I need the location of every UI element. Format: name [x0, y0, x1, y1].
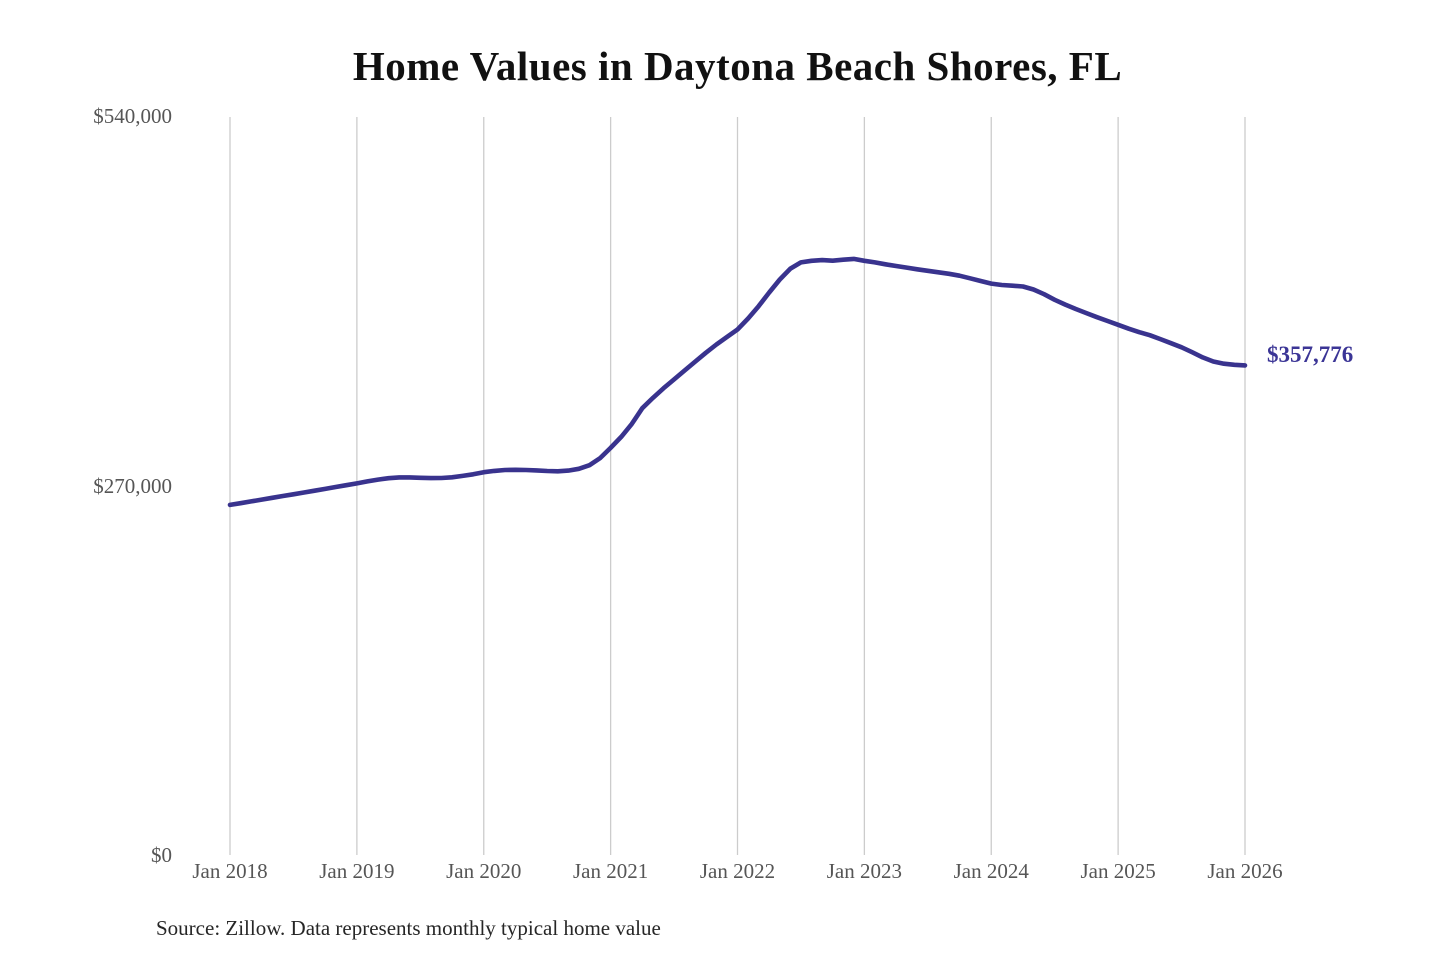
- x-axis-tick-label: Jan 2019: [319, 859, 395, 883]
- x-axis-tick-label: Jan 2024: [953, 859, 1029, 883]
- x-axis-tick-label: Jan 2026: [1207, 859, 1283, 883]
- y-axis-tick-label: $540,000: [93, 104, 172, 128]
- x-axis-tick-label: Jan 2022: [699, 859, 776, 883]
- chart-title: Home Values in Daytona Beach Shores, FL: [352, 43, 1123, 89]
- x-axis-tick-label: Jan 2025: [1080, 859, 1156, 883]
- x-axis-tick-label: Jan 2018: [192, 859, 268, 883]
- home-value-line: [227, 256, 1248, 508]
- x-axis-tick-label: Jan 2023: [826, 859, 902, 883]
- x-axis-tick-label: Jan 2021: [573, 859, 649, 883]
- current-value-label: $357,776: [1267, 342, 1354, 368]
- vertical-gridlines: [229, 117, 1246, 855]
- y-axis-tick-label: $270,000: [93, 473, 172, 498]
- y-axis-tick-label: $0: [151, 843, 172, 867]
- x-axis-tick-label: Jan 2020: [446, 859, 522, 883]
- source-note: Source: Zillow. Data represents monthly …: [156, 916, 661, 940]
